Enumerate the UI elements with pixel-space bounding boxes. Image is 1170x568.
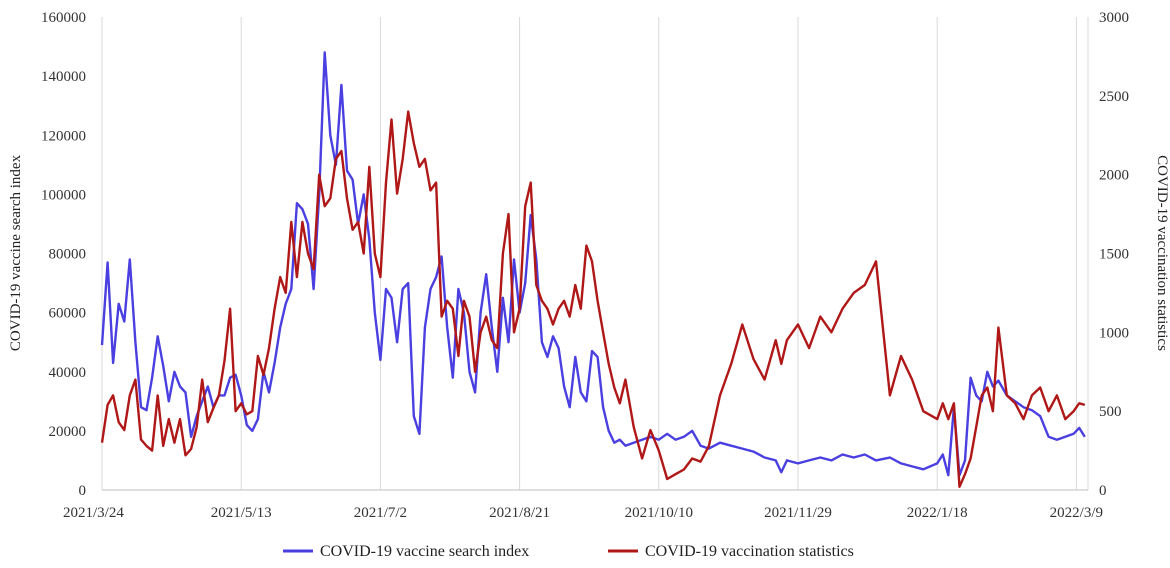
- left-y-axis-tick-labels: 0 20000 40000 60000 80000 100000 120000 140000 1…: [41, 10, 86, 499]
- x-tick-label: 2022/1/18: [907, 505, 968, 521]
- series-line-vaccination-statistics: [100, 110, 1086, 488]
- left-y-tick-label: 20000: [49, 424, 87, 440]
- left-y-tick-label: 120000: [41, 128, 86, 144]
- vertical-gridlines: [101, 17, 1089, 490]
- left-y-tick-label: 60000: [49, 306, 87, 322]
- x-tick-label: 2021/11/29: [764, 505, 832, 521]
- right-y-tick-label: 1000: [1099, 325, 1129, 341]
- right-y-axis-title: COVID-19 vaccination statistics: [1154, 155, 1170, 351]
- right-y-axis-tick-labels: 0 500 1000 1500 2000 2500 3000: [1099, 10, 1129, 499]
- x-tick-label: 2021/10/10: [625, 505, 693, 521]
- x-tick-label: 2021/5/13: [211, 505, 272, 521]
- right-y-tick-label: 1500: [1099, 247, 1129, 263]
- left-y-axis-title: COVID-19 vaccine search index: [8, 154, 24, 351]
- x-tick-label: 2021/8/21: [489, 505, 550, 521]
- right-y-tick-label: 3000: [1099, 10, 1129, 26]
- left-y-tick-label: 160000: [41, 10, 86, 26]
- right-y-tick-label: 500: [1099, 404, 1122, 420]
- x-tick-label: 2021/7/2: [354, 505, 407, 521]
- left-y-tick-label: 140000: [41, 69, 86, 85]
- right-y-tick-label: 0: [1099, 483, 1107, 499]
- series-layer: [100, 51, 1086, 488]
- left-y-tick-label: 100000: [41, 187, 86, 203]
- left-y-tick-label: 0: [79, 483, 87, 499]
- series-line-search-index: [100, 51, 1086, 477]
- x-tick-label: 2021/3/24: [63, 505, 124, 521]
- legend: COVID-19 vaccine search index COVID-19 v…: [283, 543, 854, 560]
- left-y-tick-label: 40000: [49, 365, 87, 381]
- right-y-tick-label: 2500: [1099, 89, 1129, 105]
- legend-label-vaccination-statistics: COVID-19 vaccination statistics: [645, 543, 854, 560]
- x-tick-label: 2022/3/9: [1050, 505, 1103, 521]
- right-y-tick-label: 2000: [1099, 168, 1129, 184]
- legend-label-search-index: COVID-19 vaccine search index: [320, 543, 529, 560]
- x-axis-tick-labels: 2021/3/24 2021/5/13 2021/7/2 2021/8/21 2021/…: [63, 505, 1103, 521]
- left-y-tick-label: 80000: [49, 247, 87, 263]
